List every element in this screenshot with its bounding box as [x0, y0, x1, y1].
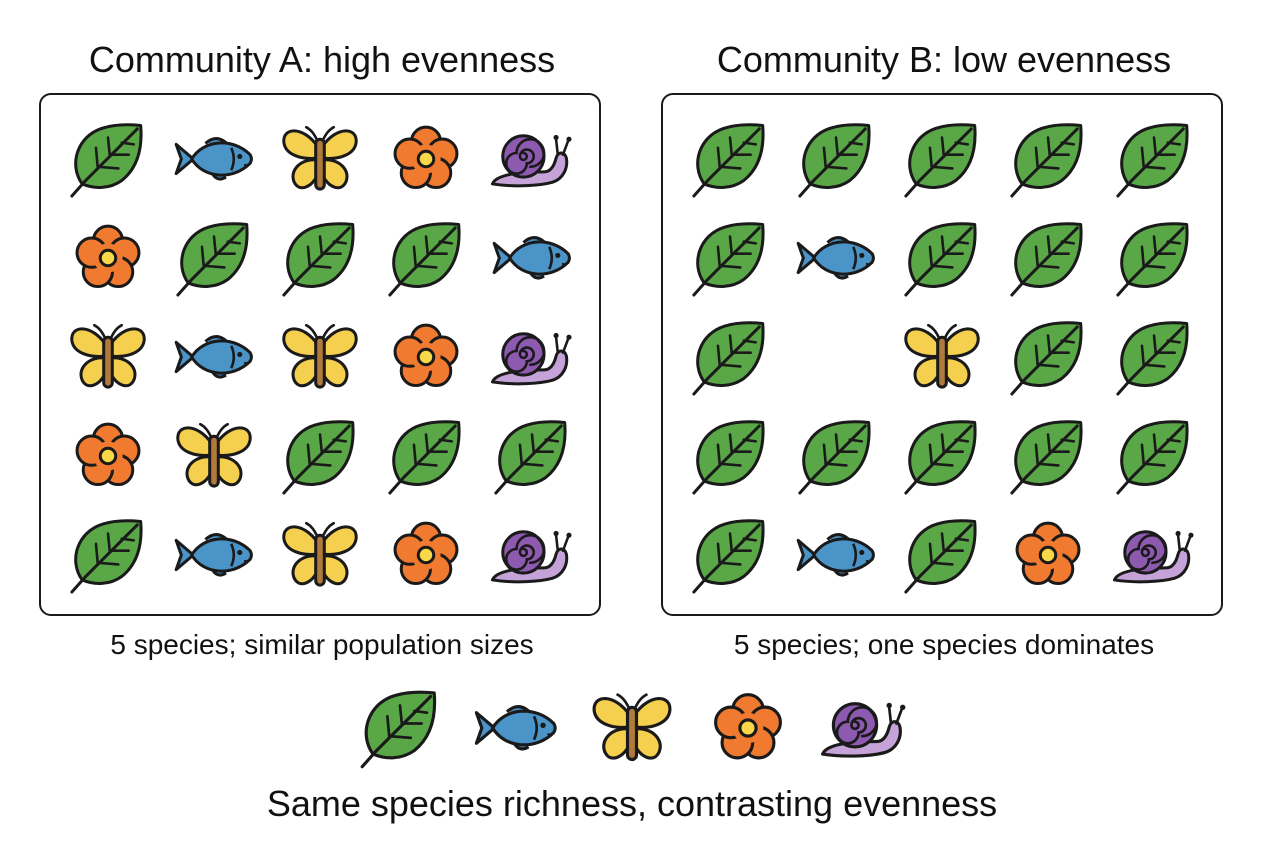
leaf-icon — [783, 406, 889, 505]
community-b-empty-cell — [783, 307, 889, 406]
leaf-icon — [677, 307, 783, 406]
fish-icon — [783, 505, 889, 604]
leaf-icon — [1101, 208, 1207, 307]
fish-icon — [161, 109, 267, 208]
leaf-icon — [267, 406, 373, 505]
leaf-icon — [55, 109, 161, 208]
leaf-icon — [677, 406, 783, 505]
community-b-caption: 5 species; one species dominates — [733, 629, 1155, 660]
flower-icon — [373, 505, 479, 604]
community-b-title: Community B: low evenness — [716, 39, 1172, 80]
legend-fish-icon — [466, 687, 566, 769]
leaf-icon — [1101, 406, 1207, 505]
legend-leaf-icon — [350, 687, 450, 769]
community-a-title: Community A: high evenness — [88, 39, 556, 80]
leaf-icon — [889, 109, 995, 208]
leaf-icon — [677, 109, 783, 208]
leaf-icon — [1101, 307, 1207, 406]
butterfly-icon — [889, 307, 995, 406]
legend-butterfly-icon — [582, 687, 682, 769]
community-b-panel — [661, 93, 1223, 616]
leaf-icon — [161, 208, 267, 307]
snail-icon — [479, 109, 585, 208]
leaf-icon — [55, 505, 161, 604]
fish-icon — [161, 307, 267, 406]
leaf-icon — [267, 208, 373, 307]
leaf-icon — [677, 505, 783, 604]
butterfly-icon — [267, 109, 373, 208]
fish-icon — [479, 208, 585, 307]
fish-icon — [783, 208, 889, 307]
leaf-icon — [889, 208, 995, 307]
butterfly-icon — [55, 307, 161, 406]
leaf-icon — [783, 109, 889, 208]
community-a-caption: 5 species; similar population sizes — [110, 629, 534, 660]
snail-icon — [479, 505, 585, 604]
legend-flower-icon — [698, 687, 798, 769]
leaf-icon — [677, 208, 783, 307]
leaf-icon — [995, 208, 1101, 307]
community-a-panel — [39, 93, 601, 616]
leaf-icon — [1101, 109, 1207, 208]
flower-icon — [995, 505, 1101, 604]
species-legend — [350, 680, 914, 776]
butterfly-icon — [161, 406, 267, 505]
flower-icon — [55, 208, 161, 307]
leaf-icon — [373, 406, 479, 505]
community-a-grid — [55, 109, 585, 604]
butterfly-icon — [267, 505, 373, 604]
footer-title: Same species richness, contrasting evenn… — [266, 783, 998, 824]
community-b-grid — [677, 109, 1207, 604]
butterfly-icon — [267, 307, 373, 406]
leaf-icon — [479, 406, 585, 505]
flower-icon — [373, 307, 479, 406]
leaf-icon — [995, 109, 1101, 208]
flower-icon — [55, 406, 161, 505]
flower-icon — [373, 109, 479, 208]
snail-icon — [1101, 505, 1207, 604]
leaf-icon — [995, 307, 1101, 406]
leaf-icon — [889, 505, 995, 604]
snail-icon — [479, 307, 585, 406]
leaf-icon — [889, 406, 995, 505]
leaf-icon — [373, 208, 479, 307]
legend-snail-icon — [814, 687, 914, 769]
leaf-icon — [995, 406, 1101, 505]
fish-icon — [161, 505, 267, 604]
